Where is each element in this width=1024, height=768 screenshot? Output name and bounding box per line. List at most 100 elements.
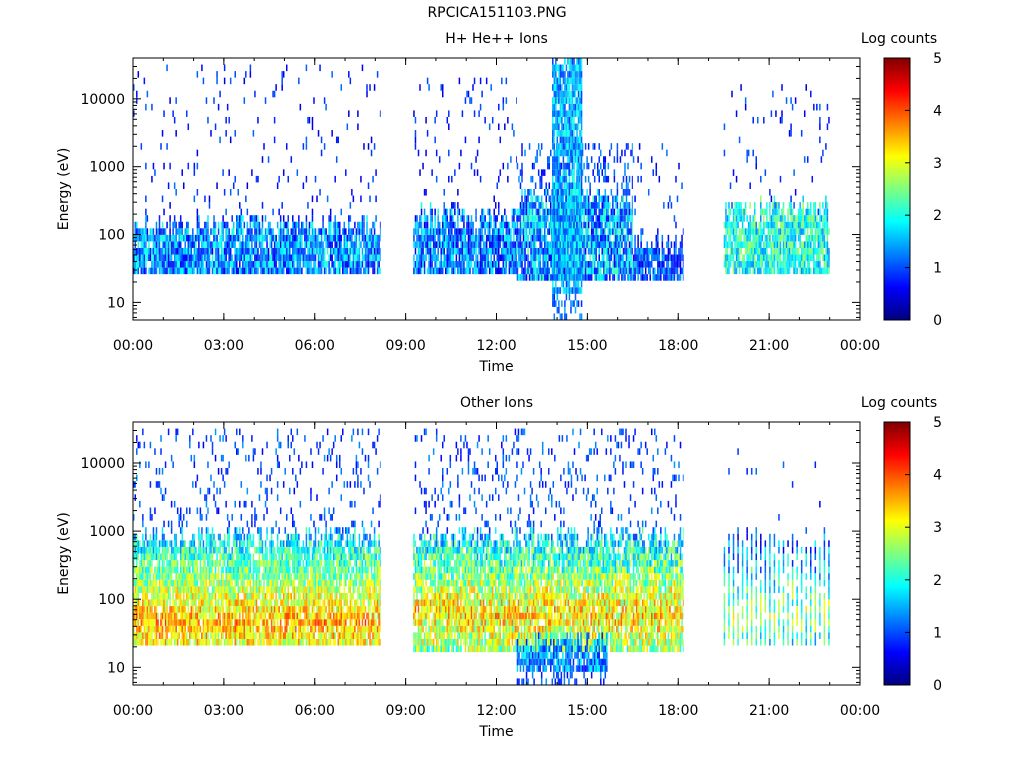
heatmap-cell bbox=[140, 261, 143, 268]
heatmap-cell bbox=[254, 234, 256, 242]
heatmap-cell bbox=[788, 241, 791, 248]
heatmap-cell bbox=[441, 241, 444, 248]
heatmap-cell bbox=[317, 254, 320, 262]
heatmap-cell bbox=[637, 234, 639, 242]
heatmap-cell bbox=[793, 169, 795, 176]
heatmap-cell bbox=[287, 247, 289, 255]
heatmap-cell bbox=[151, 579, 153, 587]
heatmap-cell bbox=[311, 221, 314, 229]
heatmap-cell bbox=[237, 221, 240, 229]
heatmap-cell bbox=[370, 149, 373, 157]
heatmap-cell bbox=[258, 254, 261, 262]
heatmap-cell bbox=[537, 221, 540, 229]
heatmap-cell bbox=[322, 241, 324, 248]
heatmap-cell bbox=[603, 254, 605, 262]
heatmap-cell bbox=[446, 221, 449, 229]
heatmap-cell bbox=[376, 71, 379, 78]
heatmap-cell bbox=[784, 241, 786, 248]
heatmap-cell bbox=[267, 261, 270, 268]
heatmap-cell bbox=[618, 247, 620, 255]
heatmap-cell bbox=[478, 241, 480, 248]
heatmap-cell bbox=[519, 221, 522, 229]
heatmap-cell bbox=[270, 247, 273, 255]
heatmap-cell bbox=[345, 247, 347, 255]
heatmap-cell bbox=[160, 228, 162, 235]
heatmap-cell bbox=[499, 136, 502, 144]
heatmap-cell bbox=[281, 261, 283, 268]
heatmap-cell bbox=[137, 234, 140, 242]
heatmap-cell bbox=[609, 247, 611, 255]
heatmap-cell bbox=[293, 254, 296, 262]
heatmap-cell bbox=[625, 195, 628, 203]
heatmap-cell bbox=[574, 202, 577, 209]
heatmap-cell bbox=[819, 116, 821, 124]
heatmap-cell bbox=[335, 221, 338, 229]
heatmap-cell bbox=[420, 215, 423, 222]
heatmap-cell bbox=[464, 234, 467, 242]
heatmap-cell bbox=[264, 97, 267, 104]
heatmap-cell bbox=[577, 116, 580, 124]
heatmap-cell bbox=[552, 136, 554, 144]
heatmap-cell bbox=[552, 130, 554, 137]
heatmap-cell bbox=[616, 149, 619, 157]
heatmap-cell bbox=[490, 84, 492, 91]
heatmap-cell bbox=[805, 254, 807, 262]
heatmap-cell bbox=[164, 234, 167, 242]
heatmap-cell bbox=[592, 228, 594, 235]
heatmap-cell bbox=[139, 612, 141, 620]
heatmap-cell bbox=[577, 143, 580, 150]
heatmap-cell bbox=[207, 247, 209, 255]
heatmap-cell bbox=[568, 280, 571, 288]
heatmap-cell bbox=[160, 448, 162, 455]
heatmap-cell bbox=[235, 221, 238, 229]
heatmap-cell bbox=[225, 267, 227, 275]
heatmap-cell bbox=[577, 182, 580, 189]
heatmap-cell bbox=[638, 254, 641, 262]
heatmap-cell bbox=[577, 71, 580, 78]
heatmap-cell bbox=[366, 267, 368, 275]
heatmap-cell bbox=[616, 267, 619, 275]
heatmap-cell bbox=[564, 130, 566, 137]
heatmap-cell bbox=[234, 261, 236, 268]
heatmap-cell bbox=[823, 234, 826, 242]
heatmap-cell bbox=[466, 247, 468, 255]
heatmap-cell bbox=[467, 221, 470, 229]
heatmap-cell bbox=[823, 208, 826, 216]
heatmap-cell bbox=[154, 169, 156, 176]
heatmap-cell bbox=[540, 221, 543, 229]
heatmap-cell bbox=[438, 221, 441, 229]
heatmap-cell bbox=[366, 215, 368, 222]
heatmap-cell bbox=[664, 254, 667, 262]
heatmap-cell bbox=[485, 234, 488, 242]
heatmap-cell bbox=[619, 261, 622, 268]
heatmap-cell bbox=[790, 254, 792, 262]
heatmap-cell bbox=[136, 566, 138, 574]
heatmap-cell bbox=[155, 638, 158, 646]
heatmap-cell bbox=[593, 247, 596, 255]
heatmap-cell bbox=[568, 130, 571, 137]
heatmap-cell bbox=[422, 234, 424, 242]
heatmap-cell bbox=[173, 221, 176, 229]
heatmap-cell bbox=[460, 261, 462, 268]
heatmap-cell bbox=[593, 234, 596, 242]
heatmap-cell bbox=[613, 221, 616, 229]
heatmap-cell bbox=[637, 274, 639, 281]
heatmap-cell bbox=[154, 632, 156, 639]
heatmap-cell bbox=[464, 267, 467, 275]
heatmap-cell bbox=[570, 77, 572, 85]
heatmap-cell bbox=[802, 228, 804, 235]
heatmap-cell bbox=[435, 110, 438, 117]
heatmap-cell bbox=[443, 234, 445, 242]
heatmap-cell bbox=[142, 579, 144, 587]
heatmap-cell bbox=[142, 540, 144, 547]
heatmap-cell bbox=[524, 261, 526, 268]
heatmap-cell bbox=[172, 241, 174, 248]
heatmap-cell bbox=[587, 143, 590, 150]
heatmap-cell bbox=[822, 267, 824, 275]
heatmap-cell bbox=[470, 247, 473, 255]
heatmap-cell bbox=[335, 247, 338, 255]
heatmap-cell bbox=[723, 261, 726, 268]
heatmap-cell bbox=[550, 149, 552, 157]
heatmap-cell bbox=[170, 267, 173, 275]
heatmap-cell bbox=[524, 241, 526, 248]
